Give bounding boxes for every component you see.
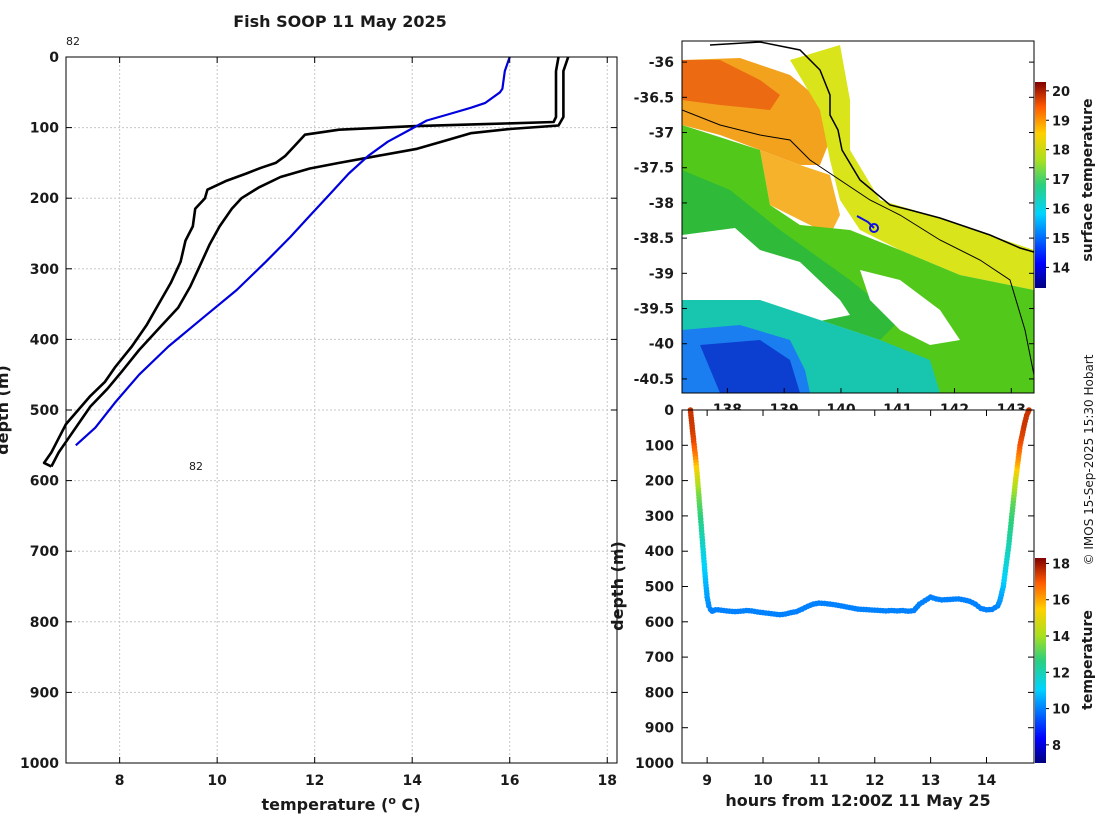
warm-tongue-region [760,150,840,235]
map-y-tick-label: -40.5 [634,372,674,388]
profile-x-axis-label: temperature (o C) [261,794,420,815]
temperature-colorbar [1035,558,1046,763]
sst-colorbar-label: surface temperature [1080,98,1096,261]
track-y-tick-label: 800 [645,685,674,701]
profile-y-axis-label: depth (m) [0,365,12,455]
sst-colorbar-ticks: 14 15 16 17 18 19 20 [1046,85,1070,276]
track-y-tick-label: 200 [645,474,674,490]
track-y-axis-label: depth (m) [608,541,627,631]
sst-colorbar-tick-label: 19 [1052,114,1070,129]
green-south-region [682,170,900,340]
track-y-tick-label: 100 [645,438,674,454]
coastline [709,41,1034,253]
profile-x-tick-label: 10 [207,773,227,789]
map-y-tick-label: -39 [649,266,674,282]
temperature-colorbar-tick-label: 10 [1052,703,1070,718]
track-x-tick-label: 14 [977,773,997,789]
profile-y-tick-label: 700 [30,544,59,560]
temperature-colorbar-tick-label: 18 [1052,557,1070,572]
profile-y-tick-label: 600 [30,474,59,490]
credit-text: © IMOS 15-Sep-2025 15:30 Hobart [1082,354,1096,565]
temperature-colorbar-tick-label: 14 [1052,630,1070,645]
track-y-tick-label: 0 [664,403,674,419]
sst-colorbar-tick-label: 20 [1052,85,1070,100]
figure-title: Fish SOOP 11 May 2025 [233,12,447,31]
sst-colorbar-tick-label: 16 [1052,203,1070,218]
profile-line-climatology-profile [75,56,511,447]
track-x-axis-label: hours from 12:00Z 11 May 25 [725,791,990,810]
sst-colorbar-tick-label: 14 [1052,261,1070,276]
profile-x-tick-label: 14 [402,773,422,789]
map-y-tick-label: -40 [649,337,675,353]
profile-plot-area [66,57,617,763]
profile-y-tick-label: 500 [30,403,59,419]
profile-y-tick-label: 1000 [20,756,59,772]
profile-y-tick-label: 900 [30,685,59,701]
track-x-tick-label: 10 [753,773,773,789]
sst-colorbar-tick-label: 18 [1052,144,1070,159]
coastal-yellow-band [790,45,1034,290]
map-y-tick-label: -36.5 [634,90,674,106]
track-y-tick-label: 600 [645,615,674,631]
profile-y-tick-label: 400 [30,332,59,348]
profile-x-tick-label: 12 [305,773,324,789]
sea-surface-temperature-map: -36 -36.5 -37 -37.5 -38 -38.5 -39 -39.5 -40 -40.5… [634,40,1096,418]
track-x-tick-label: 9 [702,773,712,789]
map-y-tick-label: -37 [649,126,674,142]
profile-y-tick-label: 300 [30,262,59,278]
track-y-tick-label: 1000 [635,756,674,772]
profile-y-tick-label: 800 [30,615,59,631]
cloud-gap-2 [860,270,960,345]
track-x-tick-label: 13 [921,773,940,789]
profile-lines [42,56,570,468]
track-x-tick-label: 12 [865,773,884,789]
track-x-tick-label: 11 [809,773,828,789]
profile-y-tick-label: 100 [30,121,59,137]
profile-line-observed-profile-up [50,56,570,468]
profile-line-observed-profile-down [42,56,560,468]
ship-track [856,215,875,229]
profile-x-tick-label: 8 [115,773,125,789]
depth-time-track: 9 10 11 12 13 14 0 100 200 300 400 500 600 700 800 900 1… [608,403,1096,810]
sst-colorbar-tick-label: 15 [1052,232,1070,247]
profile-x-tick-label: 18 [598,773,617,789]
map-y-tick-label: -39.5 [634,302,674,318]
track-y-tick-label: 700 [645,650,674,666]
temperature-colorbar-label: temperature [1080,610,1096,710]
map-y-tick-label: -36 [649,55,674,71]
map-frame [681,40,1035,394]
bathymetry-contour [682,109,1034,376]
track-y-tick-label: 900 [645,721,674,737]
coldest-water-region [700,340,800,393]
profile-y-tick-label: 0 [49,50,59,66]
track-plot-area [682,410,1034,763]
track-y-tick-label: 500 [645,580,674,596]
sst-colorbar [1035,82,1046,288]
temperature-depth-profile: 8 10 12 14 16 18 0 100 200 300 400 500 600 700 800 900 1… [0,35,618,815]
profile-bottom-annotation: 82 [189,460,203,473]
profile-y-tick-label: 200 [30,191,59,207]
profile-grid [66,56,617,764]
track-ticks: 9 10 11 12 13 14 0 100 200 300 400 500 600 700 800 900 1… [635,403,1034,789]
temperature-colorbar-tick-label: 8 [1052,739,1061,754]
sst-colorbar-tick-label: 17 [1052,173,1070,188]
temperature-colorbar-tick-label: 16 [1052,594,1070,609]
profile-ticks: 8 10 12 14 16 18 0 100 200 300 400 500 600 700 800 900 1… [20,50,617,789]
map-field [682,41,1034,393]
temperature-colorbar-tick-label: 12 [1052,666,1070,681]
vessel-position-marker [869,223,879,233]
temperature-colorbar-ticks: 8 10 12 14 16 18 [1046,557,1070,754]
map-y-tick-label: -37.5 [634,161,674,177]
track-points [687,407,1032,618]
map-y-tick-label: -38 [649,196,674,212]
map-y-tick-label: -38.5 [634,231,674,247]
track-y-tick-label: 300 [645,509,674,525]
profile-top-annotation: 82 [66,35,80,48]
track-y-tick-label: 400 [645,544,674,560]
hottest-water-region [682,60,780,110]
profile-x-tick-label: 16 [500,773,519,789]
